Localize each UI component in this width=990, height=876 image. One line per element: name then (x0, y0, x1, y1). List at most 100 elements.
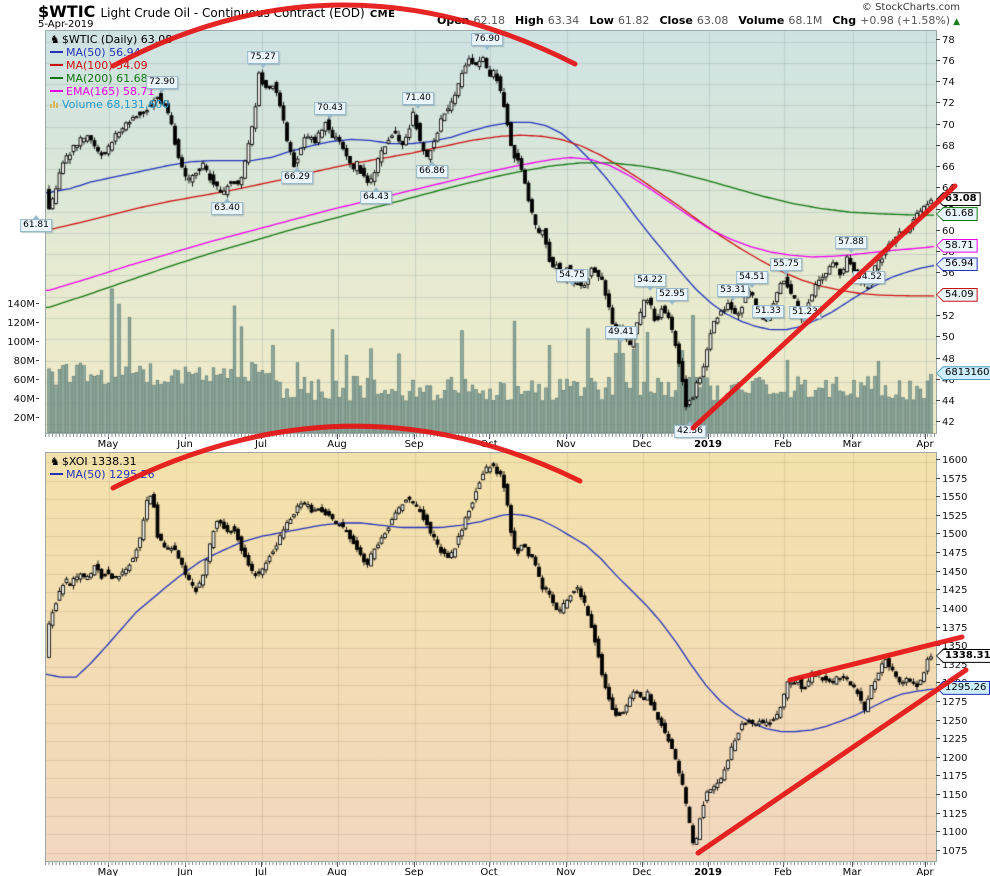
volume-axis-tick-label: 80M (0, 356, 39, 367)
y-axis-tick-label: 1450 (936, 567, 967, 578)
quote-value: +0.98 (+1.58%) (860, 14, 951, 27)
x-axis-month-label: Feb (774, 439, 792, 450)
x-axis-month-label: Mar (842, 867, 862, 876)
y-axis-tick-label: 1225 (936, 734, 967, 745)
quote-label: Volume (738, 14, 785, 27)
y-axis-tick-label: 1275 (936, 697, 967, 708)
wtic-price-panel (45, 30, 937, 434)
tick-mark (936, 208, 940, 210)
y-axis-tick-label: 1175 (936, 771, 967, 782)
last-value-badge: 1338.31 (936, 648, 990, 663)
price-annotation: 55.75 (770, 258, 802, 276)
quote-label: Chg (832, 14, 857, 27)
y-axis-tick-label: 42 (936, 417, 955, 428)
legend-label: EMA(165) 58.71 (66, 85, 155, 98)
tick-mark (936, 336, 940, 338)
last-value-badge: 63.08 (936, 192, 981, 207)
x-axis-month-label: 2019 (694, 867, 722, 876)
volume-axis-tick-label: 100M (0, 337, 39, 348)
x-axis-month-label: Apr (916, 439, 934, 450)
tick-mark (936, 123, 940, 125)
quote-row: Open 62.18 High 63.34 Low 61.82 Close 63.08 Volu… (427, 14, 960, 27)
legend-item: EMA(165) 58.71 (50, 85, 172, 98)
legend-item: ♞ $WTIC (Daily) 63.08 (50, 33, 172, 46)
legend-item: Volume 68,131,600 (50, 98, 172, 111)
y-axis-tick-label: 1125 (936, 809, 967, 820)
y-axis-tick-label: 50 (936, 332, 955, 343)
price-annotation: 53.31 (717, 284, 749, 302)
tick-mark (936, 719, 940, 721)
quote-value: 62.18 (473, 14, 506, 27)
tick-mark (936, 59, 940, 61)
tick-mark (936, 831, 940, 833)
copyright-text: © StockCharts.com (861, 2, 960, 13)
wtic-x-axis (45, 434, 936, 450)
daily-tick-marks (45, 862, 936, 865)
tick-mark (936, 272, 940, 274)
volume-axis-tick-label: 140M (0, 299, 39, 310)
tick-mark (36, 303, 39, 304)
price-annotation: 51.33 (752, 305, 784, 323)
legend-item: MA(50) 1295.26 (50, 468, 155, 481)
line-color-swatch-icon (50, 473, 63, 475)
price-annotation: 75.27 (247, 50, 279, 68)
tick-mark (936, 756, 940, 758)
legend-label: MA(100) 54.09 (66, 59, 148, 72)
tick-mark (936, 378, 940, 380)
last-value-badge: 56.94 (936, 257, 978, 272)
wtic-legend: ♞ $WTIC (Daily) 63.08 MA(50) 56.94 MA(100) … (50, 33, 172, 111)
price-annotation: 57.88 (835, 235, 867, 253)
quote-label: Close (659, 14, 693, 27)
tick-mark (936, 229, 940, 231)
tick-mark (936, 849, 940, 851)
y-axis-tick-label: 72 (936, 98, 955, 109)
x-axis-month-label: Nov (556, 867, 576, 876)
last-value-badge: 6813160 (936, 366, 990, 381)
tick-mark (936, 477, 940, 479)
y-axis-tick-label: 1100 (936, 827, 967, 838)
y-axis-tick-label: 1600 (936, 455, 967, 466)
chart-date: 5-Apr-2019 (38, 19, 94, 30)
y-axis-tick-label: 76 (936, 56, 955, 67)
tick-mark (936, 533, 940, 535)
quote-value: 63.34 (547, 14, 580, 27)
x-axis-month-label: Feb (774, 867, 792, 876)
tick-mark (936, 144, 940, 146)
x-axis-month-label: Mar (842, 439, 862, 450)
tick-mark (36, 360, 39, 361)
price-annotation: 64.43 (360, 186, 392, 204)
quote-value: 63.08 (696, 14, 729, 27)
line-color-swatch-icon (50, 77, 63, 79)
badge-value: 63.08 (937, 193, 980, 206)
xoi-price-panel (45, 452, 937, 862)
badge-value: 6813160 (937, 367, 990, 380)
x-axis-month-label: Dec (632, 439, 652, 450)
tick-mark (936, 775, 940, 777)
price-annotation: 54.52 (853, 271, 885, 289)
volume-bars-icon (50, 98, 59, 111)
legend-label: MA(50) 1295.26 (66, 468, 155, 481)
price-annotation: 54.22 (634, 274, 666, 292)
tick-mark (936, 794, 940, 796)
x-axis-month-label: Aug (327, 867, 347, 876)
last-value-badge: 61.68 (936, 207, 978, 222)
quote-value: 61.82 (617, 14, 650, 27)
volume-axis-tick-label: 40M (0, 394, 39, 405)
x-axis-month-label: Jun (177, 867, 193, 876)
price-annotation: 66.29 (281, 167, 313, 185)
tick-mark (936, 514, 940, 516)
legend-label: Volume 68,131,600 (62, 98, 170, 111)
y-axis-tick-label: 1075 (936, 846, 967, 857)
y-axis-tick-label: 1400 (936, 604, 967, 615)
tick-mark (936, 357, 940, 359)
price-annotation: 63.40 (211, 197, 243, 215)
x-axis-month-label: Oct (480, 867, 498, 876)
tick-mark (936, 400, 940, 402)
x-axis-month-label: Jul (254, 867, 268, 876)
tick-mark (936, 607, 940, 609)
y-axis-tick-label: 1475 (936, 548, 967, 559)
y-axis-tick-label: 1150 (936, 790, 967, 801)
symbol-title: $WTIC (38, 2, 96, 21)
price-annotation: 72.90 (146, 75, 178, 93)
